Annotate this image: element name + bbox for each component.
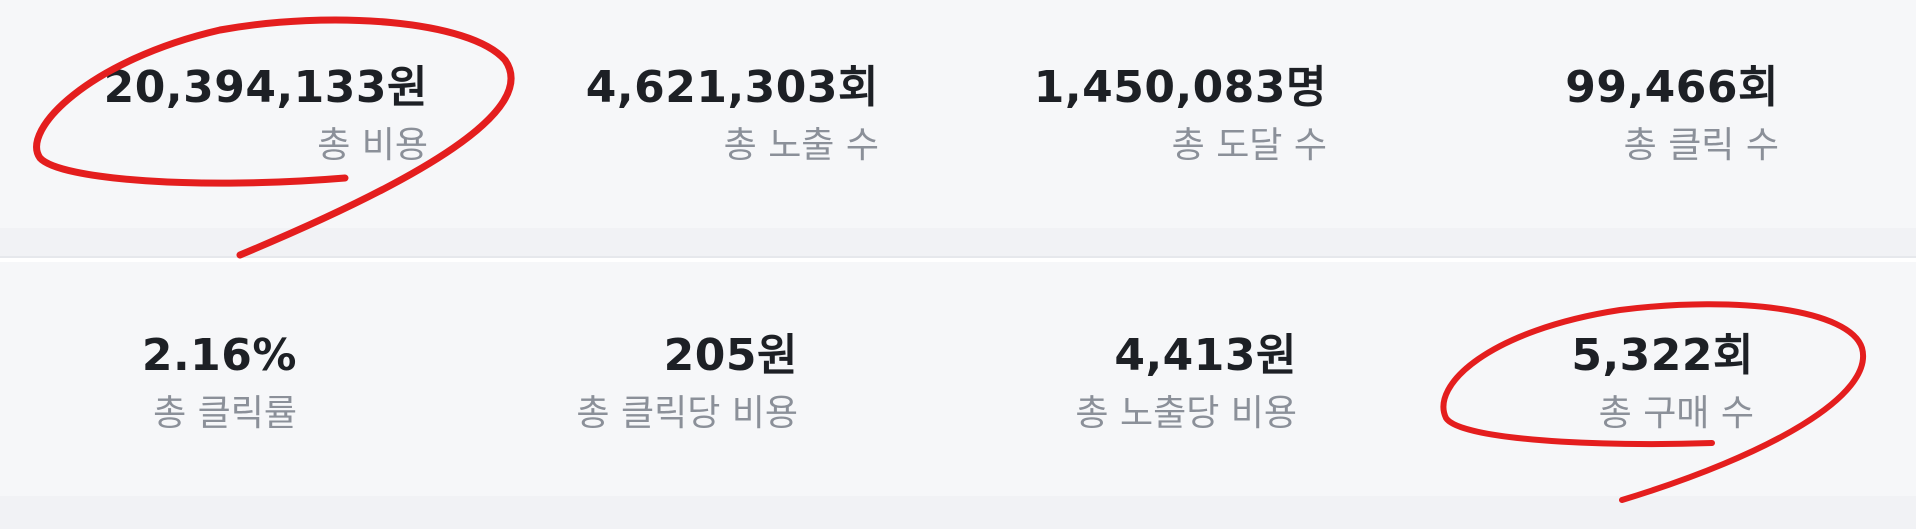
stat-label: 총 클릭 수 <box>1623 125 1779 166</box>
stat-value: 4,413원 <box>1114 330 1297 381</box>
panel-divider <box>0 256 1916 262</box>
stat-value: 205원 <box>663 330 798 381</box>
stat-total-cost: 20,394,133원 총 비용 <box>104 62 428 168</box>
stat-label: 총 구매 수 <box>1598 393 1754 434</box>
stat-total-reach: 1,450,083명 총 도달 수 <box>1034 62 1327 168</box>
stat-label: 총 비용 <box>317 125 428 166</box>
stat-total-cpc: 205원 총 클릭당 비용 <box>576 330 798 436</box>
stat-value: 4,621,303회 <box>585 62 879 113</box>
panel-bottom-strip <box>0 228 1916 256</box>
stat-label: 총 노출 수 <box>723 125 879 166</box>
stat-total-cpm: 4,413원 총 노출당 비용 <box>1075 330 1297 436</box>
stat-label: 총 노출당 비용 <box>1075 393 1297 434</box>
stat-total-ctr: 2.16% 총 클릭률 <box>142 330 297 436</box>
stat-label: 총 도달 수 <box>1171 125 1327 166</box>
stat-value: 5,322회 <box>1571 330 1754 381</box>
stat-value: 20,394,133원 <box>103 62 428 113</box>
stat-value: 99,466회 <box>1565 62 1779 113</box>
panel-bottom-strip <box>0 496 1916 529</box>
stat-total-purchases: 5,322회 총 구매 수 <box>1571 330 1754 436</box>
stat-total-impressions: 4,621,303회 총 노출 수 <box>586 62 879 168</box>
stat-total-clicks: 99,466회 총 클릭 수 <box>1565 62 1779 168</box>
stat-value: 2.16% <box>141 330 297 381</box>
stat-value: 1,450,083명 <box>1033 62 1327 113</box>
stat-label: 총 클릭당 비용 <box>576 393 798 434</box>
stat-label: 총 클릭률 <box>153 393 297 434</box>
